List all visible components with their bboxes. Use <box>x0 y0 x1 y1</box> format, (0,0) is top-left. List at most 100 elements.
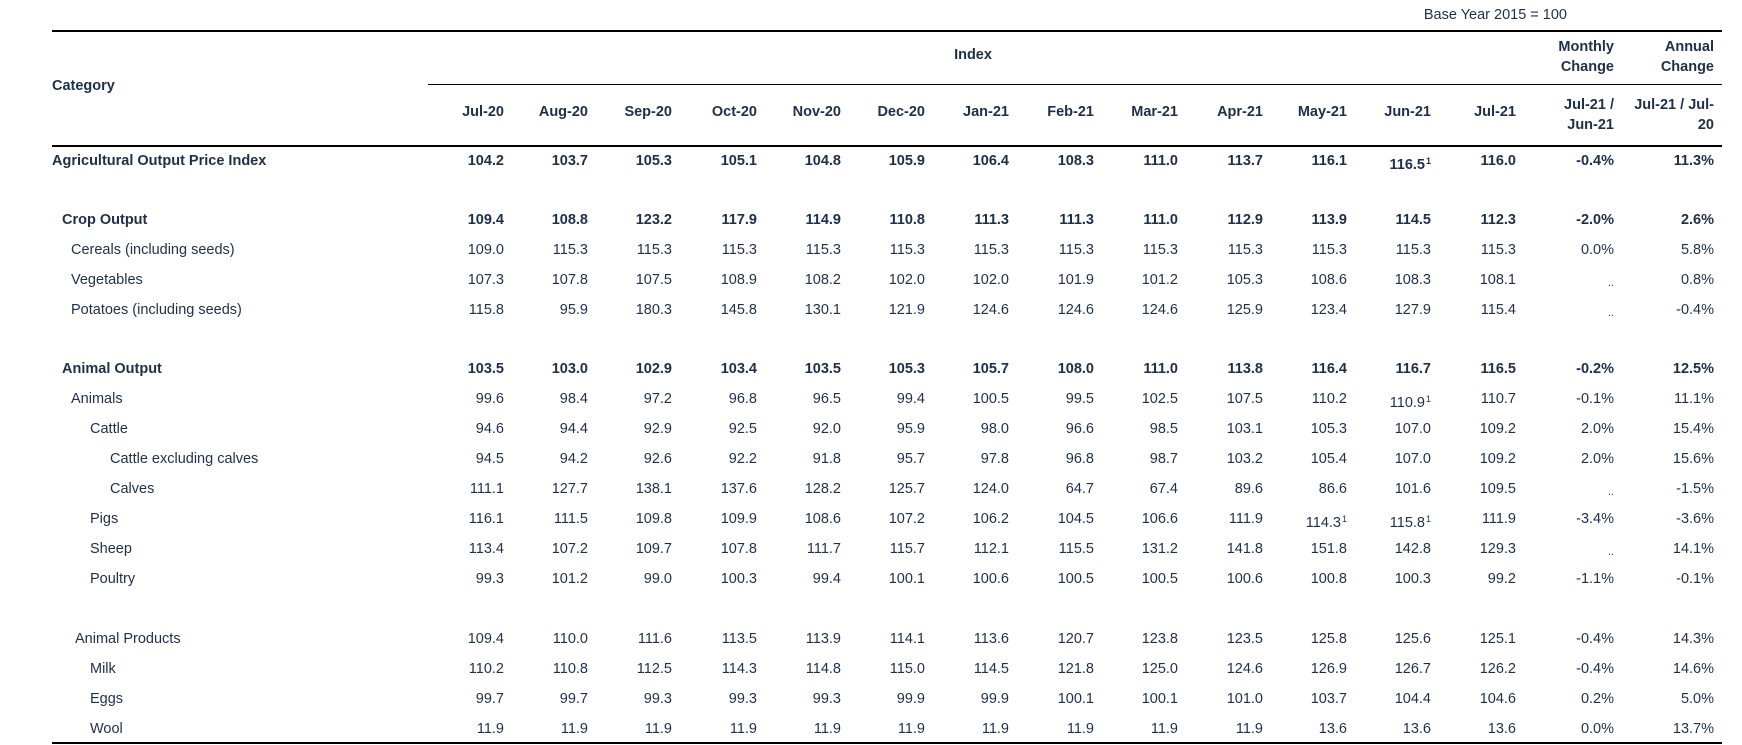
index-value-cell: 92.2 <box>728 451 757 467</box>
index-value-cell: 100.8 <box>1310 571 1347 587</box>
index-value-cell: 109.9 <box>720 511 757 527</box>
index-value-cell: 96.8 <box>1065 451 1094 467</box>
footnote-marker: 1 <box>1341 514 1347 524</box>
monthly-change-cell: .. <box>1607 307 1614 319</box>
index-value-cell: 105.3 <box>1310 421 1347 437</box>
index-value-cell: 105.3 <box>888 361 925 377</box>
index-value-cell: 121.8 <box>1057 661 1094 677</box>
index-value-cell: 95.7 <box>896 451 925 467</box>
monthly-change-line2: Change <box>1560 59 1614 75</box>
index-value-cell: 89.6 <box>1234 481 1263 497</box>
index-value-cell: 86.6 <box>1318 481 1347 497</box>
index-value-cell: 97.8 <box>980 451 1009 467</box>
table-row: Potatoes (including seeds) 115.8 95.9 180.3… <box>0 297 1742 324</box>
index-value-cell: 99.3 <box>475 571 504 587</box>
index-value-cell: 106.2 <box>972 511 1009 527</box>
index-value-cell: 98.5 <box>1149 421 1178 437</box>
index-value-cell: 137.6 <box>720 481 757 497</box>
monthly-change-cell: -0.4% <box>1576 631 1614 647</box>
annual-period-header: Jul-21 / Jul- 20 <box>1614 95 1714 135</box>
month-header: Jul-20 <box>462 104 504 120</box>
footnote-marker: 1 <box>1425 156 1431 166</box>
row-label: Poultry <box>90 571 136 587</box>
base-year-note: Base Year 2015 = 100 <box>1423 7 1567 23</box>
annual-change-cell: 11.3% <box>1673 153 1714 169</box>
row-label: Wool <box>90 721 123 737</box>
annual-change-cell: 2.6% <box>1680 212 1714 228</box>
index-value-cell: 114.5 <box>973 661 1009 677</box>
row-label: Potatoes (including seeds) <box>71 302 242 318</box>
index-underline <box>428 84 1722 85</box>
index-value-cell: 114.5 <box>1395 212 1432 228</box>
monthly-period-line2: Jun-21 <box>1567 117 1614 133</box>
table-row: Animal Products 109.4 110.0 111.6 113.5 113.9… <box>0 626 1742 653</box>
index-value-cell: 145.8 <box>720 302 757 318</box>
index-value-cell: 115.3 <box>805 242 841 258</box>
index-value-cell: 116.7 <box>1395 361 1432 377</box>
monthly-period-header: Jul-21 / Jun-21 <box>1500 95 1614 135</box>
index-value-cell: 125.9 <box>1226 302 1263 318</box>
index-value-cell: 120.7 <box>1057 631 1094 647</box>
index-value-cell: 101.2 <box>551 571 588 587</box>
index-value-cell: 108.6 <box>1310 272 1347 288</box>
index-value-cell: 116.1 <box>468 511 504 527</box>
annual-change-header: Annual Change <box>1614 37 1714 77</box>
annual-change-cell: -3.6% <box>1676 511 1714 527</box>
index-value-cell: 116.4 <box>1311 361 1348 377</box>
index-value-cell: 110.8 <box>889 212 926 228</box>
index-value-cell: 124.6 <box>1141 302 1178 318</box>
index-value-cell: 104.6 <box>1479 691 1516 707</box>
index-value-cell: 123.4 <box>1310 302 1347 318</box>
annual-change-cell: 14.3% <box>1672 631 1714 647</box>
monthly-change-cell: -3.4% <box>1576 511 1614 527</box>
index-value-cell: 67.4 <box>1149 481 1178 497</box>
monthly-change-line1: Monthly <box>1558 39 1614 55</box>
footnote-marker: 1 <box>1425 394 1431 404</box>
index-value-cell: 91.8 <box>812 451 841 467</box>
index-value-cell: 97.2 <box>643 391 672 407</box>
index-value-cell: 103.4 <box>720 361 757 377</box>
monthly-change-cell: 2.0% <box>1580 451 1614 467</box>
index-value-cell: 110.7 <box>1480 391 1516 407</box>
index-value-cell: 105.3 <box>1226 272 1263 288</box>
annual-change-cell: 0.8% <box>1680 272 1714 288</box>
table-row: Vegetables 107.3 107.8 107.5 108.9 108.2 102.0… <box>0 267 1742 294</box>
table-row: Cereals (including seeds) 109.0 115.3 115.3… <box>0 237 1742 264</box>
index-value-cell: 99.0 <box>643 571 672 587</box>
index-value-cell: 113.9 <box>805 631 841 647</box>
month-header: Mar-21 <box>1131 104 1178 120</box>
index-value-cell: 102.0 <box>972 272 1009 288</box>
index-value-cell: 114.31 <box>1305 514 1347 531</box>
annual-change-cell: 12.5% <box>1672 361 1714 377</box>
index-value-cell: 105.7 <box>972 361 1009 377</box>
index-value-cell: 109.0 <box>467 242 504 258</box>
monthly-change-cell: 2.0% <box>1580 421 1614 437</box>
index-value-cell: 138.1 <box>635 481 672 497</box>
monthly-period-line1: Jul-21 / <box>1564 97 1614 113</box>
index-value-cell: 125.1 <box>1479 631 1516 647</box>
index-value-cell: 108.3 <box>1057 153 1094 169</box>
index-value-cell: 109.8 <box>635 511 672 527</box>
row-label: Pigs <box>90 511 119 527</box>
row-label: Agricultural Output Price Index <box>52 153 267 169</box>
index-value-cell: 115.5 <box>1058 541 1094 557</box>
index-value-cell: 95.9 <box>559 302 588 318</box>
index-value-cell: 105.9 <box>888 153 925 169</box>
index-value-cell: 98.7 <box>1149 451 1178 467</box>
index-value-cell: 109.4 <box>467 631 504 647</box>
index-value-cell: 109.2 <box>1479 421 1516 437</box>
table-row: Animals 99.6 98.4 97.2 96.8 96.5 99.4 100.5 99.5… <box>0 386 1742 413</box>
index-value-cell: 107.0 <box>1394 421 1431 437</box>
table-row: Agricultural Output Price Index 104.2 103.… <box>0 148 1742 175</box>
index-value-cell: 105.1 <box>720 153 757 169</box>
index-value-cell: 11.9 <box>644 721 672 737</box>
footnote-marker: 1 <box>1425 514 1431 524</box>
index-value-cell: 99.2 <box>1487 571 1516 587</box>
monthly-change-cell: -0.2% <box>1576 361 1614 377</box>
monthly-change-cell: 0.0% <box>1580 242 1614 258</box>
month-header: May-21 <box>1297 104 1347 120</box>
index-value-cell: 111.5 <box>553 511 588 527</box>
index-value-cell: 124.6 <box>1226 661 1263 677</box>
bottom-rule <box>52 742 1722 744</box>
index-value-cell: 125.8 <box>1310 631 1347 647</box>
